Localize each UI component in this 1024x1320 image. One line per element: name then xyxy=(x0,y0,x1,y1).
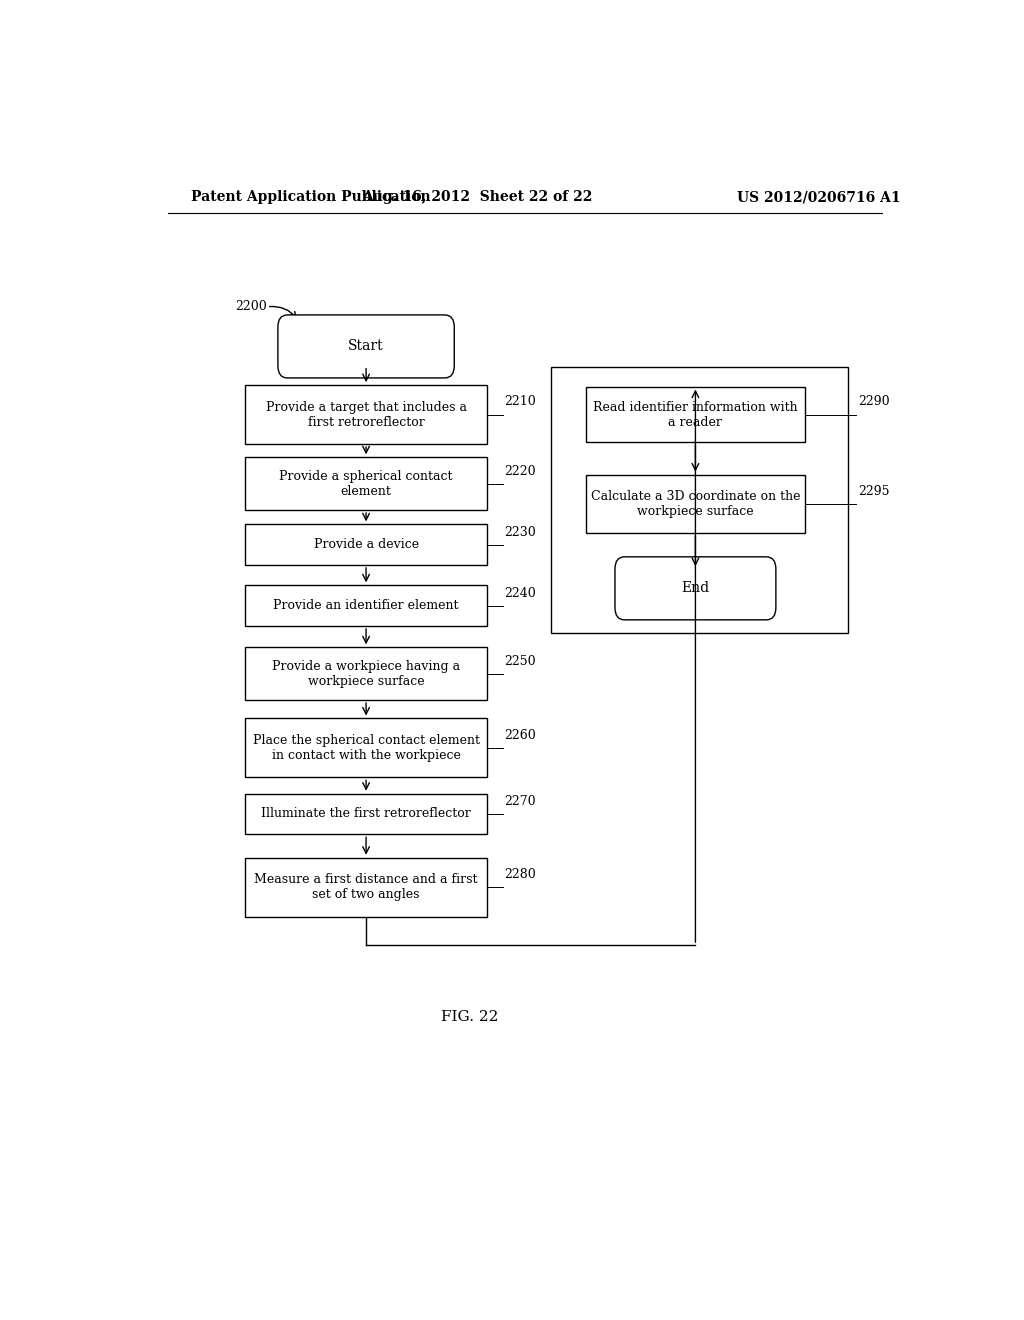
Text: 2280: 2280 xyxy=(505,869,537,880)
Text: 2230: 2230 xyxy=(505,525,537,539)
Text: Illuminate the first retroreflector: Illuminate the first retroreflector xyxy=(261,808,471,821)
Bar xyxy=(245,385,487,444)
Text: 2260: 2260 xyxy=(505,729,537,742)
Text: Start: Start xyxy=(348,339,384,354)
Text: Provide an identifier element: Provide an identifier element xyxy=(273,599,459,612)
Text: Provide a workpiece having a
workpiece surface: Provide a workpiece having a workpiece s… xyxy=(272,660,460,688)
Text: 2210: 2210 xyxy=(505,396,537,408)
Bar xyxy=(245,457,487,510)
Text: FIG. 22: FIG. 22 xyxy=(440,1010,498,1024)
Text: Provide a target that includes a
first retroreflector: Provide a target that includes a first r… xyxy=(265,400,467,429)
Text: Patent Application Publication: Patent Application Publication xyxy=(191,190,431,205)
Bar xyxy=(245,718,487,777)
Text: Read identifier information with
a reader: Read identifier information with a reade… xyxy=(593,400,798,429)
Text: Provide a spherical contact
element: Provide a spherical contact element xyxy=(280,470,453,498)
Text: 2220: 2220 xyxy=(505,465,537,478)
Text: Measure a first distance and a first
set of two angles: Measure a first distance and a first set… xyxy=(254,873,478,902)
FancyBboxPatch shape xyxy=(615,557,776,620)
Text: US 2012/0206716 A1: US 2012/0206716 A1 xyxy=(736,190,900,205)
Text: 2295: 2295 xyxy=(858,484,889,498)
Text: 2240: 2240 xyxy=(505,586,537,599)
Text: 2270: 2270 xyxy=(505,795,537,808)
Text: 2200: 2200 xyxy=(236,300,267,313)
Text: Provide a device: Provide a device xyxy=(313,539,419,552)
Bar xyxy=(245,793,487,834)
Bar xyxy=(551,367,848,634)
Bar xyxy=(587,474,805,533)
Text: 2250: 2250 xyxy=(505,655,537,668)
Text: Aug. 16, 2012  Sheet 22 of 22: Aug. 16, 2012 Sheet 22 of 22 xyxy=(362,190,592,205)
Text: End: End xyxy=(681,581,710,595)
Bar xyxy=(245,585,487,626)
Text: Place the spherical contact element
in contact with the workpiece: Place the spherical contact element in c… xyxy=(253,734,479,762)
Text: Calculate a 3D coordinate on the
workpiece surface: Calculate a 3D coordinate on the workpie… xyxy=(591,490,800,517)
Bar xyxy=(587,387,805,442)
Bar xyxy=(245,524,487,565)
Bar xyxy=(245,647,487,700)
Bar xyxy=(245,858,487,916)
FancyBboxPatch shape xyxy=(278,315,455,378)
Text: 2290: 2290 xyxy=(858,396,889,408)
